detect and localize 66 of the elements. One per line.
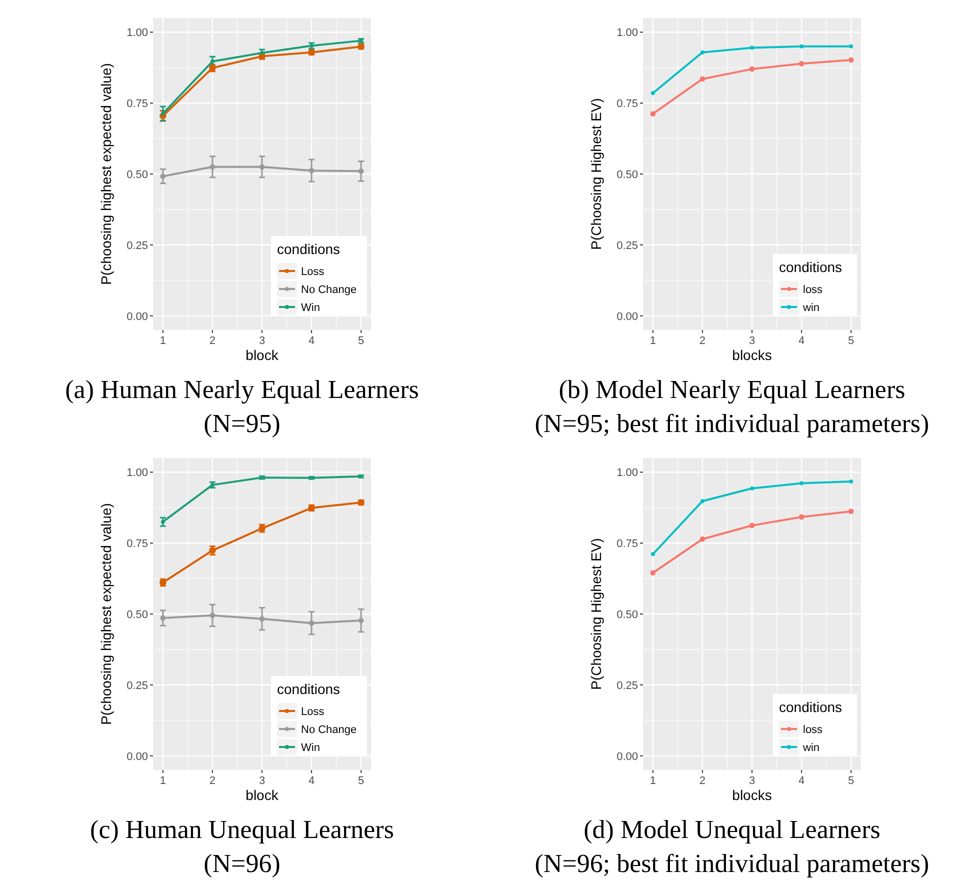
- y-tick-label: 0.00: [126, 310, 148, 323]
- y-tick-label: 0.00: [616, 750, 638, 763]
- legend-label: loss: [803, 724, 824, 736]
- text: (b) Model Nearly Equal Learners (N=95; best fit individual parameters): [534, 375, 930, 438]
- x-tick-label: 5: [848, 775, 854, 787]
- x-tick-label: 1: [160, 335, 166, 347]
- x-tick-label: 1: [650, 775, 656, 787]
- x-tick-label: 1: [160, 775, 166, 787]
- y-tick-label: 0.00: [616, 310, 638, 323]
- x-tick-label: 3: [748, 335, 756, 347]
- x-tick-label: 3: [748, 775, 756, 787]
- text: (a) Human Nearly Equal Learners (N=95): [65, 375, 419, 438]
- x-tick-label: 2: [209, 775, 216, 787]
- x-tick-label: 4: [798, 775, 805, 787]
- legend-label: loss: [803, 284, 824, 296]
- x-tick-label: 4: [308, 775, 315, 787]
- y-tick-label: 0.50: [126, 169, 148, 181]
- legend-label: win: [802, 742, 820, 754]
- x-axis-title: blocks: [732, 787, 772, 803]
- x-tick-label: 2: [699, 775, 706, 787]
- y-tick-label: 1.00: [126, 467, 148, 480]
- x-tick-label: 4: [308, 335, 315, 347]
- y-tick-label: 0.75: [616, 98, 638, 110]
- legend-label: Win: [301, 742, 320, 754]
- x-tick-label: 5: [358, 335, 364, 347]
- y-tick-label: 1.00: [126, 27, 148, 40]
- legend-title: conditions: [779, 699, 842, 715]
- x-tick-label: 1: [650, 335, 656, 347]
- y-axis-title: P(choosing highest expected value): [98, 503, 114, 725]
- legend-title: conditions: [277, 241, 340, 257]
- legend-label: win: [802, 302, 820, 314]
- legend-label: No Change: [301, 724, 357, 736]
- y-tick-label: 0.75: [616, 538, 638, 550]
- x-axis-title: blocks: [732, 347, 772, 363]
- x-tick-label: 3: [258, 335, 266, 347]
- x-tick-label: 4: [798, 335, 805, 347]
- x-axis-title: block: [246, 787, 280, 803]
- y-tick-label: 0.75: [126, 538, 148, 550]
- legend-label: No Change: [301, 284, 357, 296]
- legend-label: Loss: [301, 266, 325, 278]
- legend-label: Loss: [301, 706, 325, 718]
- y-tick-label: 0.25: [126, 240, 148, 252]
- x-tick-label: 5: [358, 775, 364, 787]
- y-tick-label: 1.00: [616, 27, 638, 40]
- y-tick-label: 0.25: [126, 680, 148, 692]
- y-axis-title: P(Choosing Highest EV): [588, 98, 604, 250]
- y-axis-title: P(Choosing Highest EV): [588, 538, 604, 690]
- y-tick-label: 0.25: [616, 240, 638, 252]
- y-tick-label: 0.75: [126, 98, 148, 110]
- x-axis-title: block: [246, 347, 280, 363]
- y-axis-title: P(choosing highest expected value): [98, 63, 114, 285]
- legend-title: conditions: [277, 681, 340, 697]
- text: (d) Model Unequal Learners (N=96; best fit individual parameters): [534, 815, 930, 878]
- y-tick-label: 1.00: [616, 467, 638, 480]
- x-tick-label: 2: [209, 335, 216, 347]
- y-tick-label: 0.25: [616, 680, 638, 692]
- legend-title: conditions: [779, 259, 842, 275]
- x-tick-label: 3: [258, 775, 266, 787]
- x-tick-label: 5: [848, 335, 854, 347]
- y-tick-label: 0.00: [126, 750, 148, 763]
- x-tick-label: 2: [699, 335, 706, 347]
- text: (c) Human Unequal Learners (N=96): [90, 815, 394, 878]
- y-tick-label: 0.50: [616, 609, 638, 621]
- legend-label: Win: [301, 302, 320, 314]
- y-tick-label: 0.50: [126, 609, 148, 621]
- y-tick-label: 0.50: [616, 169, 638, 181]
